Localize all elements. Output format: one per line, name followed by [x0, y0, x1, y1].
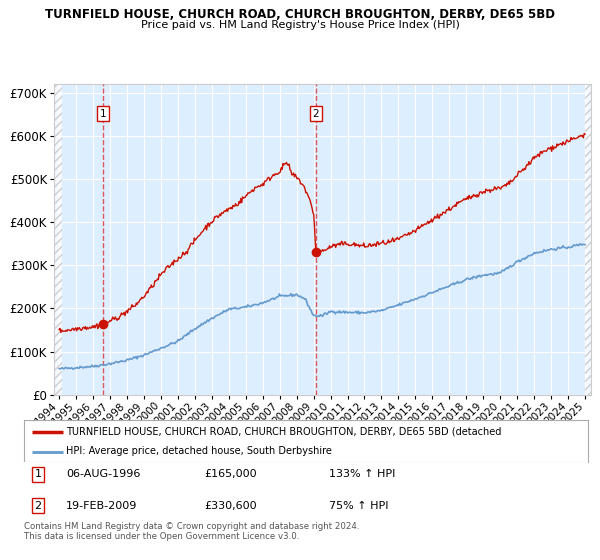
- Text: TURNFIELD HOUSE, CHURCH ROAD, CHURCH BROUGHTON, DERBY, DE65 5BD: TURNFIELD HOUSE, CHURCH ROAD, CHURCH BRO…: [45, 8, 555, 21]
- Bar: [54, 84, 62, 395]
- Text: 1: 1: [100, 109, 107, 119]
- Text: £165,000: £165,000: [205, 469, 257, 479]
- Text: TURNFIELD HOUSE, CHURCH ROAD, CHURCH BROUGHTON, DERBY, DE65 5BD (detached: TURNFIELD HOUSE, CHURCH ROAD, CHURCH BRO…: [66, 427, 502, 437]
- Text: 133% ↑ HPI: 133% ↑ HPI: [329, 469, 395, 479]
- Text: 06-AUG-1996: 06-AUG-1996: [66, 469, 140, 479]
- Text: 19-FEB-2009: 19-FEB-2009: [66, 501, 137, 511]
- Text: 75% ↑ HPI: 75% ↑ HPI: [329, 501, 388, 511]
- Text: Price paid vs. HM Land Registry's House Price Index (HPI): Price paid vs. HM Land Registry's House …: [140, 20, 460, 30]
- Bar: [585, 84, 593, 395]
- Text: £330,600: £330,600: [205, 501, 257, 511]
- Text: Contains HM Land Registry data © Crown copyright and database right 2024.
This d: Contains HM Land Registry data © Crown c…: [24, 522, 359, 542]
- Text: HPI: Average price, detached house, South Derbyshire: HPI: Average price, detached house, Sout…: [66, 446, 332, 456]
- Text: 2: 2: [313, 109, 319, 119]
- Text: 1: 1: [35, 469, 41, 479]
- Text: 2: 2: [35, 501, 41, 511]
